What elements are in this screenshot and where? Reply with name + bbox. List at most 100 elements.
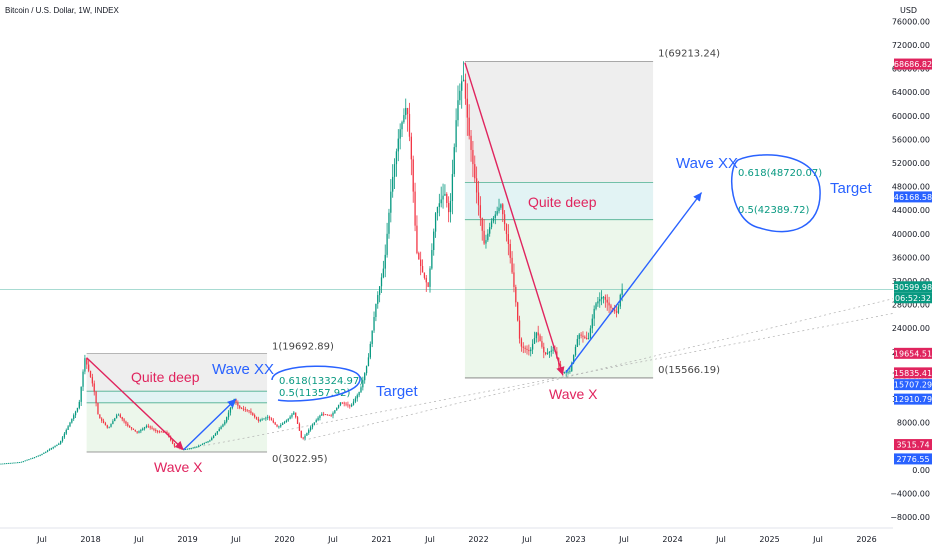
candle-250 [459,90,461,101]
candle-32 [52,447,54,449]
candle-139 [252,413,254,416]
price-badge-1 [894,191,932,203]
candle-320 [589,328,592,339]
candle-123 [222,424,224,427]
candle-7 [5,463,8,465]
candle-106 [190,448,192,449]
candle-222 [406,107,409,114]
annotation-wave-xx-2: Wave XX [676,155,738,172]
candle-131 [237,402,239,406]
candle-234 [429,268,431,287]
candle-171 [311,424,314,428]
candle-49 [84,358,86,372]
fib-zone-2-lower [464,219,654,378]
x-tick-label-16: Jul [812,535,823,544]
fib-label-2-0618: 0.618(48720.07) [738,168,822,179]
candle-62 [108,426,110,428]
candle-286 [526,348,528,350]
candle-287 [528,349,530,352]
candle-246 [451,174,454,202]
candle-33 [54,445,56,448]
candle-172 [313,422,315,425]
x-tick-label-0: Jul [36,535,47,544]
candle-182 [332,412,334,416]
candle-66 [115,415,118,419]
candle-179 [326,414,329,416]
candle-69 [121,416,123,420]
candle-124 [224,421,226,425]
candle-292 [537,332,539,336]
candle-145 [263,418,265,420]
candle-312 [574,347,577,356]
y-tick-label-21: −8000.00 [890,513,930,522]
candle-298 [548,351,551,353]
candle-168 [306,432,308,436]
candle-296 [545,352,547,355]
candle-30 [48,449,51,451]
candle-80 [142,428,144,430]
candle-176 [321,413,323,416]
candle-212 [388,212,390,234]
candle-161 [293,412,295,415]
y-tick-label-4: 60000.00 [892,112,930,121]
candle-309 [569,371,571,373]
x-tick-label-9: 2022 [468,535,488,544]
candle-26 [41,453,43,456]
y-tick-label-19: 0.00 [912,466,930,475]
candle-125 [226,417,228,422]
candle-163 [296,417,299,424]
x-tick-label-8: Jul [424,535,435,544]
candle-64 [112,421,114,424]
candle-17 [24,460,26,462]
price-badge-label-2: 30599.98 [894,283,932,292]
candle-138 [250,411,252,414]
candle-226 [414,191,416,226]
candle-200 [365,366,368,374]
candle-237 [434,213,437,232]
candle-36 [60,441,62,444]
candle-268 [492,217,495,222]
candle-243 [446,193,448,204]
candle-325 [599,299,601,302]
candle-167 [304,435,306,439]
candle-215 [393,164,396,177]
candle-97 [173,443,176,447]
candle-51 [87,364,90,371]
candle-70 [123,419,125,422]
y-tick-label-5: 56000.00 [892,135,930,144]
candle-166 [302,437,304,439]
candle-189 [345,403,347,405]
candle-76 [134,429,136,432]
x-tick-label-7: 2021 [371,535,391,544]
candle-265 [487,233,489,241]
candle-207 [378,286,381,296]
price-badge-4 [894,347,932,359]
candle-56 [97,403,99,415]
candle-247 [453,147,455,175]
candle-202 [369,343,371,358]
fib-zone-2-upper [464,61,654,183]
candle-334 [615,311,618,313]
candle-4 [0,463,2,465]
candle-251 [461,81,463,91]
candle-154 [280,424,282,427]
y-tick-label-7: 48000.00 [892,183,930,192]
candle-84 [149,426,151,428]
candle-260 [477,192,480,206]
candle-85 [151,427,153,429]
candle-263 [483,230,485,244]
candle-157 [285,420,288,423]
candle-98 [175,446,177,448]
y-tick-label-9: 40000.00 [892,230,930,239]
candle-240 [440,199,442,204]
fib-label-1-0: 0(3022.95) [272,454,328,465]
candle-60 [104,423,107,426]
candle-195 [356,395,358,399]
candle-158 [287,418,289,421]
candle-324 [597,301,599,304]
candle-208 [380,277,383,287]
chart-title: Bitcoin / U.S. Dollar, 1W, INDEX [5,6,119,15]
candle-252 [462,79,465,82]
y-tick-label-10: 36000.00 [892,253,930,262]
